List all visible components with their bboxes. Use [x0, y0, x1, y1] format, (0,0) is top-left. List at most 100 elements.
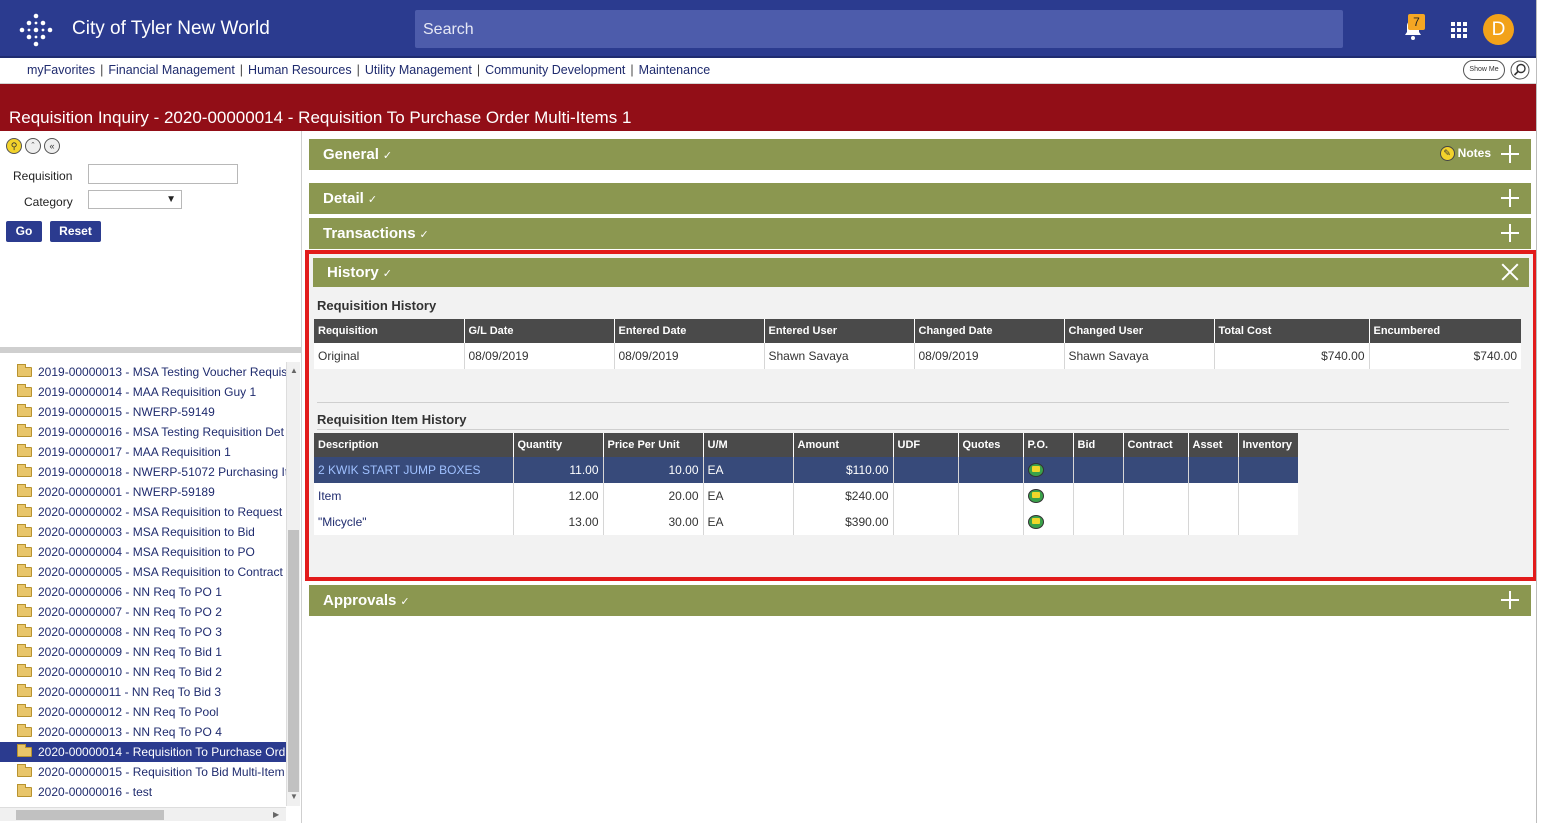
tree-item[interactable]: 2019-00000018 - NWERP-51072 Purchasing I… — [0, 462, 286, 482]
nav-community-development[interactable]: Community Development — [485, 63, 626, 77]
tree-item-label: 2020-00000007 - NN Req To PO 2 — [38, 605, 222, 619]
column-header[interactable]: U/M — [702, 433, 793, 457]
collapse-up-icon[interactable]: ˆ — [25, 138, 41, 154]
table-row[interactable]: Item 12.00 20.00 EA $240.00 — [314, 483, 1298, 509]
go-button[interactable]: Go — [6, 221, 42, 242]
tree-item[interactable]: 2020-00000015 - Requisition To Bid Multi… — [0, 762, 286, 782]
nav-human-resources[interactable]: Human Resources — [248, 63, 352, 77]
column-header[interactable]: Changed User — [1063, 319, 1214, 343]
nav-maintenance[interactable]: Maintenance — [638, 63, 711, 77]
tree-item[interactable]: 2020-00000004 - MSA Requisition to PO — [0, 542, 286, 562]
category-select[interactable]: ▼ — [88, 190, 182, 209]
item-description-link[interactable]: Item — [314, 483, 513, 509]
expand-icon[interactable] — [1500, 590, 1520, 610]
search-icon[interactable]: ⚲ — [6, 138, 22, 154]
app-title[interactable]: City of Tyler New World — [72, 18, 270, 39]
reset-button[interactable]: Reset — [50, 221, 101, 242]
column-header[interactable]: UDF — [892, 433, 958, 457]
purchase-order-icon[interactable] — [1027, 489, 1044, 504]
expand-icon[interactable] — [1500, 223, 1520, 243]
column-header[interactable]: Entered User — [763, 319, 914, 343]
column-header[interactable]: Quantity — [512, 433, 603, 457]
nav-utility-management[interactable]: Utility Management — [364, 63, 472, 77]
tree-vertical-scrollbar[interactable]: ▲ ▼ — [286, 362, 300, 806]
column-header[interactable]: Changed Date — [913, 319, 1064, 343]
show-me-button[interactable]: Show Me — [1463, 60, 1505, 80]
purchase-order-icon[interactable] — [1027, 463, 1044, 478]
nav-myfavorites[interactable]: myFavorites — [27, 63, 96, 77]
column-header[interactable]: Entered Date — [613, 319, 764, 343]
table-row[interactable]: Original 08/09/2019 08/09/2019 Shawn Savaya… — [314, 343, 1521, 369]
column-header[interactable]: Contract — [1122, 433, 1188, 457]
column-header[interactable]: P.O. — [1022, 433, 1073, 457]
tree-item[interactable]: 2019-00000016 - MSA Testing Requisition … — [0, 422, 286, 442]
table-row[interactable]: "Micycle" 13.00 30.00 EA $390.00 — [314, 509, 1298, 535]
search-input[interactable]: Search — [415, 10, 1343, 48]
table-cell — [1072, 509, 1123, 535]
requisition-history-title: Requisition History — [317, 298, 437, 313]
scroll-right-icon[interactable]: ▶ — [273, 810, 280, 819]
scroll-thumb[interactable] — [288, 530, 299, 792]
tree-item[interactable]: 2020-00000007 - NN Req To PO 2 — [0, 602, 286, 622]
section-transactions[interactable]: Transactions ✓ — [309, 218, 1531, 249]
scroll-thumb[interactable] — [16, 810, 164, 820]
column-header[interactable]: Requisition — [314, 319, 464, 343]
tree-item[interactable]: 2019-00000013 - MSA Testing Voucher Requ… — [0, 362, 286, 382]
folder-icon — [17, 724, 32, 737]
scroll-up-icon[interactable]: ▲ — [290, 366, 298, 375]
tree-item[interactable]: 2019-00000015 - NWERP-59149 — [0, 402, 286, 422]
table-row[interactable]: 2 KWIK START JUMP BOXES 11.00 10.00 EA $110.… — [314, 457, 1298, 483]
column-header[interactable]: Quotes — [957, 433, 1023, 457]
tree-item[interactable]: 2020-00000013 - NN Req To PO 4 — [0, 722, 286, 742]
close-icon[interactable] — [1501, 263, 1519, 281]
tree-item[interactable]: 2020-00000012 - NN Req To Pool — [0, 702, 286, 722]
column-header[interactable]: G/L Date — [463, 319, 614, 343]
tree-item[interactable]: 2020-00000010 - NN Req To Bid 2 — [0, 662, 286, 682]
expand-icon[interactable] — [1500, 144, 1520, 164]
tree-item[interactable]: 2020-00000016 - test — [0, 782, 286, 802]
tree-item[interactable]: 2020-00000002 - MSA Requisition to Reque… — [0, 502, 286, 522]
nav-financial-management[interactable]: Financial Management — [108, 63, 235, 77]
section-approvals[interactable]: Approvals ✓ — [309, 585, 1531, 616]
item-description-link[interactable]: 2 KWIK START JUMP BOXES — [314, 457, 513, 483]
tree-item[interactable]: 2019-00000014 - MAA Requisition Guy 1 — [0, 382, 286, 402]
item-description-link[interactable]: "Micycle" — [314, 509, 513, 535]
notes-button[interactable]: ✎ Notes — [1439, 146, 1491, 162]
collapse-left-icon[interactable]: « — [44, 138, 60, 154]
section-approvals-title: Approvals — [323, 592, 397, 609]
column-header[interactable]: Encumbered — [1368, 319, 1521, 343]
requisition-input[interactable] — [88, 164, 238, 184]
tree-item[interactable]: 2020-00000008 - NN Req To PO 3 — [0, 622, 286, 642]
table-cell: 20.00 — [602, 483, 703, 509]
column-header[interactable]: Inventory — [1237, 433, 1298, 457]
column-header[interactable]: Description — [314, 433, 513, 457]
column-header[interactable]: Bid — [1072, 433, 1123, 457]
column-header[interactable]: Price Per Unit — [602, 433, 703, 457]
tree-item[interactable]: 2019-00000017 - MAA Requisition 1 — [0, 442, 286, 462]
tree-item[interactable]: 2020-00000006 - NN Req To PO 1 — [0, 582, 286, 602]
section-transactions-title: Transactions — [323, 225, 416, 242]
section-general[interactable]: General ✓ ✎ Notes — [309, 139, 1531, 170]
tree-item[interactable]: 2020-00000003 - MSA Requisition to Bid — [0, 522, 286, 542]
section-history[interactable]: History ✓ — [313, 258, 1529, 287]
tree-item[interactable]: 2020-00000009 - NN Req To Bid 1 — [0, 642, 286, 662]
magnifier-icon[interactable] — [1510, 60, 1530, 80]
scroll-down-icon[interactable]: ▼ — [290, 792, 298, 801]
column-header[interactable]: Total Cost — [1213, 319, 1369, 343]
expand-icon[interactable] — [1500, 188, 1520, 208]
app-grid-icon[interactable] — [1451, 22, 1467, 38]
table-cell: $240.00 — [792, 483, 893, 509]
tree-item[interactable]: 2020-00000014 - Requisition To Purchase … — [0, 742, 286, 762]
column-header[interactable]: Asset — [1187, 433, 1238, 457]
section-detail[interactable]: Detail ✓ — [309, 183, 1531, 214]
panel-splitter[interactable] — [0, 347, 301, 353]
tree-item[interactable]: 2020-00000001 - NWERP-59189 — [0, 482, 286, 502]
tree-item[interactable]: 2020-00000011 - NN Req To Bid 3 — [0, 682, 286, 702]
column-header[interactable]: Amount — [792, 433, 893, 457]
user-avatar[interactable]: D — [1483, 14, 1514, 45]
purchase-order-icon[interactable] — [1027, 515, 1044, 530]
tree-item[interactable]: 2020-00000005 - MSA Requisition to Contr… — [0, 562, 286, 582]
tree-horizontal-scrollbar[interactable]: ▶ — [0, 807, 286, 821]
main-nav: myFavorites | Financial Management | Human R… — [0, 58, 1536, 84]
city-logo-icon[interactable] — [18, 12, 54, 48]
